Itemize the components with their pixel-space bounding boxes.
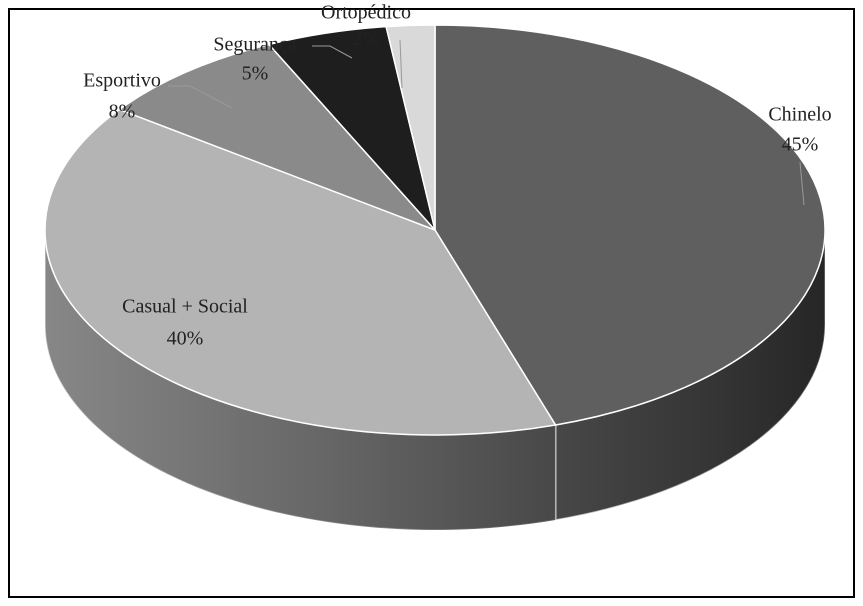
slice-side-shade (555, 230, 825, 520)
slice-value-label: 5% (242, 63, 269, 85)
leader-line (312, 45, 353, 59)
leader-line (399, 39, 403, 89)
slice-value-label: 40% (167, 328, 204, 350)
slice-label: Segurança (213, 34, 296, 56)
leader-line (168, 85, 233, 109)
slice (44, 108, 557, 436)
pie (44, 24, 826, 531)
labels: Chinelo 45% Casual + Social 40% Esportivo 8% S… (83, 2, 832, 350)
slice-label: Ortopédico (321, 2, 411, 24)
slice (385, 24, 436, 231)
slice-label: Chinelo (768, 104, 831, 126)
leader-line (799, 161, 805, 206)
slice-side-shade (45, 230, 556, 531)
slice-value-label: 8% (109, 101, 136, 123)
slice-value-label: 2% (353, 28, 380, 50)
slice-label: Casual + Social (122, 296, 248, 318)
slice (434, 24, 826, 426)
slice-value-label: 45% (782, 134, 819, 156)
slice-label: Esportivo (83, 70, 161, 92)
